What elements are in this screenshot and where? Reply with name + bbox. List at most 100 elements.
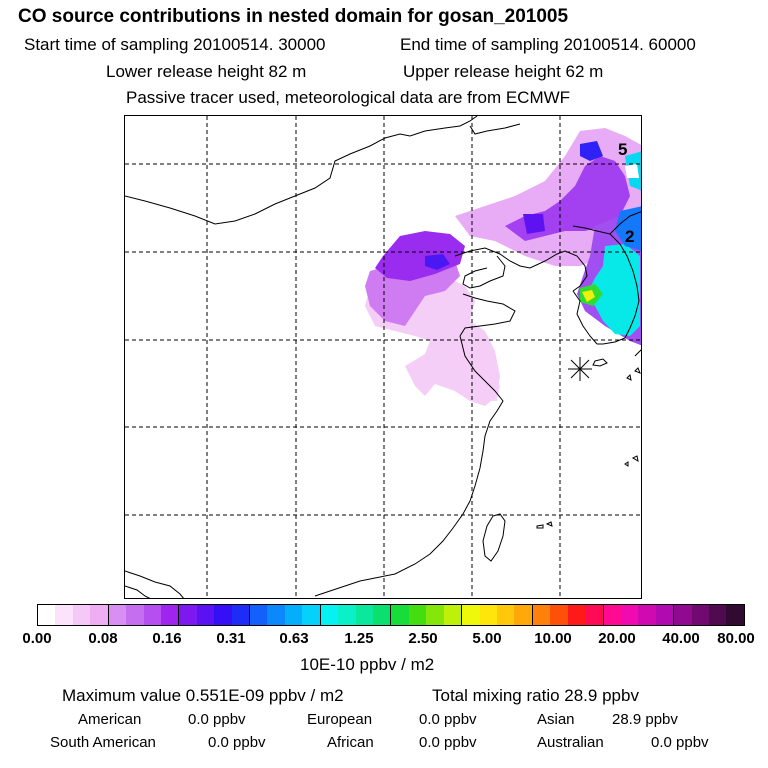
- coast-bohai-north: [454, 247, 588, 292]
- islands-ryukyu-2: [626, 373, 632, 381]
- colorbar-segment: [655, 605, 675, 625]
- plume-korea-yellow: [582, 290, 595, 302]
- colorbar-segment: [284, 605, 303, 625]
- colorbar-tick-label: 0.08: [88, 630, 118, 647]
- colorbar-segment: [620, 605, 639, 625]
- colorbar-tick-label: 0.63: [279, 630, 309, 647]
- border-mongolia-china: [125, 116, 478, 225]
- plume-northeast-core: [580, 141, 603, 161]
- colorbar-tick-label: 20.00: [598, 630, 636, 647]
- colorbar-segment: [179, 605, 197, 625]
- colorbar-tick-label: 0.16: [152, 630, 182, 647]
- plume-west-dark: [425, 254, 450, 270]
- map-canvas: [125, 116, 641, 598]
- island-jeju: [592, 358, 608, 367]
- colorbar-tick-label: 40.00: [662, 630, 700, 647]
- end-time-label: End time of sampling 20100514. 60000: [400, 35, 696, 54]
- coast-korea-west: [572, 290, 598, 345]
- contour-label-2: 2: [625, 227, 635, 246]
- colorbar-segment: [496, 605, 515, 625]
- plot-title: CO source contributions in nested domain…: [18, 6, 569, 27]
- coastlines: [125, 116, 641, 598]
- region-name-south-american: South American: [50, 734, 156, 751]
- receptor-star: [568, 357, 592, 381]
- colorbar-segment: [462, 605, 480, 625]
- region-value-asian: 28.9 ppbv: [612, 711, 678, 728]
- plume-korea-blue: [615, 206, 641, 251]
- colorbar-segment: [355, 605, 374, 625]
- plume-north-dark: [523, 214, 545, 234]
- coast-hainan-fragment: [125, 585, 151, 598]
- region-value-australian: 0.0 ppbv: [651, 734, 709, 751]
- colorbar-tick-label: 10.00: [534, 630, 572, 647]
- colorbar-segment: [567, 605, 586, 625]
- max-value-label: Maximum value 0.551E-09 ppbv / m2: [62, 686, 344, 705]
- region-name-american: American: [78, 711, 142, 728]
- plume-layer: [365, 128, 641, 406]
- region-name-asian: Asian: [537, 711, 575, 728]
- coast-korea-east: [597, 233, 640, 345]
- plume-west-core: [375, 231, 465, 281]
- colorbar-segment: [443, 605, 463, 625]
- region-name-australian: Australian: [537, 734, 604, 751]
- colorbar-segment: [126, 605, 144, 625]
- colorbar-unit: 10E-10 ppbv / m2: [300, 655, 435, 674]
- colorbar-segment: [55, 605, 73, 625]
- contour-label-5: 5: [618, 140, 628, 159]
- region-value-european: 0.0 ppbv: [419, 711, 477, 728]
- colorbar-segment: [108, 605, 127, 625]
- colorbar-segment: [426, 605, 444, 625]
- upper-release-label: Upper release height 62 m: [403, 62, 604, 81]
- lower-release-label: Lower release height 82 m: [106, 62, 307, 81]
- tracer-note: Passive tracer used, meteorological data…: [126, 88, 571, 107]
- colorbar-tick-label: 5.00: [472, 630, 502, 647]
- total-mixing-label: Total mixing ratio 28.9 ppbv: [432, 686, 639, 705]
- coast-liaodong: [462, 255, 506, 289]
- colorbar-segment: [231, 605, 251, 625]
- colorbar-segment: [585, 605, 604, 625]
- islands-ryukyu-1: [634, 367, 641, 374]
- colorbar-segment: [638, 605, 656, 625]
- colorbar-segment: [267, 605, 285, 625]
- colorbar-segment: [691, 605, 710, 625]
- colorbar-segment: [674, 605, 692, 625]
- colorbar-segment: [90, 605, 109, 625]
- islands-ryukyu-5: [536, 524, 544, 529]
- coast-china-east: [314, 335, 504, 597]
- colorbar-tick-label: 0.31: [216, 630, 246, 647]
- colorbar-segment: [160, 605, 180, 625]
- colorbar-segment: [302, 605, 321, 625]
- region-value-american: 0.0 ppbv: [188, 711, 246, 728]
- islands-ryukyu-3: [631, 455, 639, 463]
- start-time-label: Start time of sampling 20100514. 30000: [24, 35, 326, 54]
- colorbar-segment: [603, 605, 621, 625]
- colorbar-segment: [709, 605, 727, 625]
- coast-shandong: [459, 293, 516, 337]
- colorbar-segment: [373, 605, 392, 625]
- colorbar-segment: [408, 605, 427, 625]
- colorbar-tick-label: 80.00: [717, 630, 755, 647]
- region-value-south-american: 0.0 ppbv: [208, 734, 266, 751]
- colorbar-segment: [550, 605, 568, 625]
- lat-lon-grid: [125, 116, 641, 598]
- region-value-african: 0.0 ppbv: [419, 734, 477, 751]
- colorbar-segment: [479, 605, 497, 625]
- islands-ryukyu-4: [624, 461, 629, 467]
- colorbar: [37, 604, 745, 626]
- colorbar-segment: [320, 605, 339, 625]
- colorbar-segment: [338, 605, 356, 625]
- map-panel[interactable]: 5 2: [124, 115, 642, 599]
- border-korea-north: [572, 211, 641, 235]
- colorbar-segment: [214, 605, 232, 625]
- colorbar-segment: [532, 605, 551, 625]
- colorbar-segment: [143, 605, 161, 625]
- islands-ryukyu-6: [545, 521, 553, 527]
- plume-east-white: [625, 164, 639, 178]
- colorbar-segment: [250, 605, 268, 625]
- plume-korea-cyan: [587, 244, 640, 336]
- colorbar-segment: [38, 605, 56, 625]
- coast-japan-kyushu: [634, 349, 641, 357]
- colorbar-segment: [514, 605, 533, 625]
- colorbar-tick-label: 0.00: [22, 630, 52, 647]
- colorbar-segment: [726, 605, 744, 625]
